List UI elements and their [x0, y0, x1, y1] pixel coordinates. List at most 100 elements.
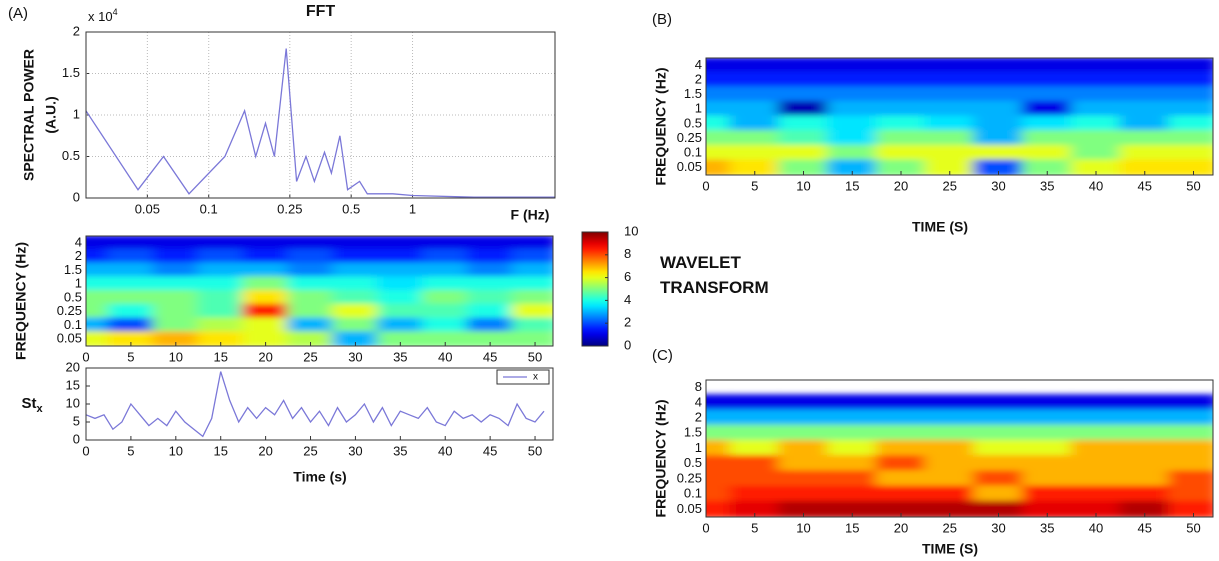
x-tick-label: 10 [796, 178, 810, 193]
heatmap-cell [729, 100, 781, 118]
x-tick-label: 45 [483, 443, 497, 458]
x-tick-label: 25 [943, 178, 957, 193]
heatmap-cell [875, 439, 927, 458]
heatmap-cell [242, 303, 290, 320]
heatmap-cell [421, 290, 469, 306]
y-tick-label: 0 [73, 431, 80, 446]
heatmap-cell [826, 58, 878, 74]
heatmap-cell [875, 485, 927, 503]
x-tick-label: 25 [943, 520, 957, 535]
heatmap-cell [826, 100, 878, 118]
heatmap-cell [706, 115, 732, 133]
heatmap-cell [242, 248, 290, 265]
x-tick-label: 15 [213, 349, 227, 364]
heatmap-cell [1168, 144, 1213, 162]
y-tick-label: 1.5 [64, 262, 82, 277]
heatmap-cell [1168, 159, 1213, 175]
heatmap-cell [466, 236, 514, 251]
heatmap-cell [1119, 100, 1171, 118]
y-axis-label: (A.U.) [43, 96, 59, 133]
heatmap-cell [197, 262, 245, 279]
x-tick-label: 0 [702, 178, 709, 193]
heatmap-cell [152, 290, 200, 306]
x-tick-label: 0.25 [277, 201, 302, 216]
heatmap-cell [287, 303, 334, 320]
heatmap-cell [1119, 159, 1171, 175]
heatmap-cell [197, 290, 245, 306]
y-tick-label: 0.1 [684, 486, 702, 501]
heatmap-cell [778, 58, 829, 74]
x-tick-label: 10 [169, 443, 183, 458]
y-tick-label: 1.5 [684, 425, 702, 440]
heatmap-cell [1168, 424, 1213, 442]
heatmap-cell [1119, 439, 1171, 458]
heatmap-cell [1168, 394, 1213, 412]
heatmap-cell [376, 317, 424, 334]
y-tick-label: 4 [695, 394, 702, 409]
x-axis-label: TIME (S) [912, 219, 968, 235]
y-tick-label: 0.05 [677, 159, 702, 174]
heatmap-cell [826, 130, 878, 147]
x-tick-label: 5 [751, 178, 758, 193]
heatmap-cell [924, 130, 976, 147]
x-tick-label: 30 [991, 520, 1005, 535]
y-axis-label: Stx [21, 395, 43, 415]
data-line [85, 48, 555, 198]
heatmap-cell [86, 317, 110, 334]
heatmap-cell [778, 144, 829, 162]
heatmap-cell [197, 331, 245, 346]
panel-label: (B) [652, 11, 672, 28]
heatmap-cell [875, 144, 927, 162]
x-tick-label: 45 [1138, 520, 1152, 535]
x-tick-label: 50 [528, 349, 542, 364]
heatmap-cell [1119, 394, 1171, 412]
heatmap-cell [197, 317, 245, 334]
heatmap-cell [778, 159, 829, 175]
heatmap-cell [1021, 130, 1073, 147]
y-tick-label: 0.5 [684, 455, 702, 470]
x-tick-label: 5 [127, 443, 134, 458]
heatmap-cell [778, 439, 829, 458]
plot-frame [705, 379, 1214, 518]
y-tick-label: 0.05 [677, 501, 702, 516]
heatmap-cell [287, 262, 334, 279]
y-tick-label: 8 [695, 379, 702, 394]
heatmap-cell [86, 331, 110, 346]
heatmap-cell [152, 303, 200, 320]
heatmap-cell [1070, 485, 1122, 503]
heatmap-cell [1168, 86, 1213, 103]
y-tick-label: 2 [73, 23, 80, 38]
heatmap-cell [287, 248, 334, 265]
heatmap-cell [1021, 100, 1073, 118]
heatmap-cell [973, 115, 1024, 133]
heatmap-cell [1021, 115, 1073, 133]
heatmap-clip [86, 236, 553, 346]
heatmap-cell [376, 236, 424, 251]
heatmap-cell [1119, 115, 1171, 133]
heatmap-cell [331, 331, 379, 346]
x-tick-label: 20 [258, 349, 272, 364]
y-tick-label: 1 [695, 101, 702, 116]
heatmap-cell [973, 394, 1024, 412]
heatmap-cell [1119, 409, 1171, 427]
heatmap-cell [1168, 455, 1213, 473]
heatmap-cell [826, 485, 878, 503]
y-axis-label: FREQUENCY (Hz) [653, 400, 669, 518]
panel-label: (C) [652, 347, 673, 364]
heatmap-cell [973, 71, 1024, 89]
heatmap-cell [107, 248, 155, 265]
y-tick-label: 20 [66, 359, 80, 374]
heatmap-cell [511, 248, 553, 265]
y-tick-label: 2 [695, 71, 702, 86]
x-tick-label: 25 [303, 349, 317, 364]
heatmap-cell [1070, 115, 1122, 133]
y-tick-label: 5 [73, 413, 80, 428]
heatmap-clip [706, 58, 1213, 175]
heatmap-cell [973, 144, 1024, 162]
heatmap-cell [107, 317, 155, 334]
heatmap-cell [973, 58, 1024, 74]
y-axis-label: FREQUENCY (Hz) [13, 242, 29, 360]
heatmap-cell [875, 86, 927, 103]
heatmap-cell [1119, 144, 1171, 162]
